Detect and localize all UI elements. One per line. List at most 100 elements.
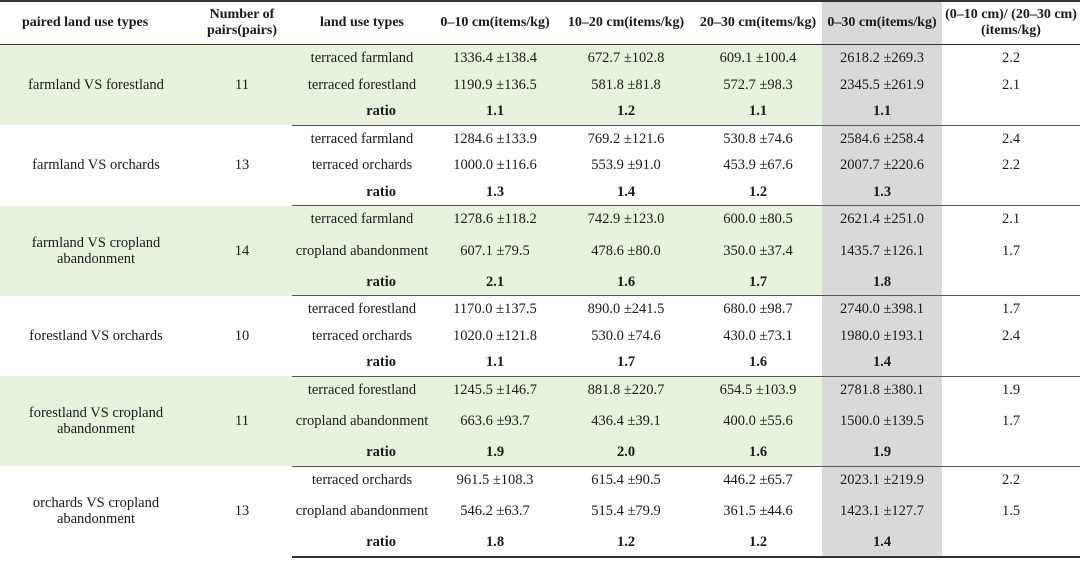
- value-0-30: 1500.0 ±139.5: [822, 403, 942, 439]
- table-row: farmland VS orchards 13 terraced farmland 1…: [0, 125, 1080, 173]
- land-use-type: terraced forestland: [292, 71, 432, 98]
- value-0-10: 546.2 ±63.7: [460, 503, 530, 519]
- group-pairs: 13: [234, 157, 250, 174]
- value-ratio-col: 1.7: [1001, 301, 1021, 318]
- ratio-0-30: 1.9: [822, 439, 942, 467]
- table-row: forestland VS orchards 10 terraced forestl…: [0, 295, 1080, 344]
- value-0-10: 1000.0 ±116.6: [453, 157, 537, 174]
- value-20-30: 400.0 ±55.6: [694, 403, 822, 439]
- ratio-row: ratio 1.9 2.0 1.6 1.9: [0, 439, 1080, 467]
- ratio-10-20: 1.7: [558, 349, 694, 377]
- ratio-0-30: 1.3: [822, 178, 942, 206]
- ratio-10-20: 1.6: [558, 268, 694, 296]
- value-10-20: 769.2 ±121.6: [587, 130, 665, 147]
- ratio-20-30: 1.2: [694, 178, 822, 206]
- ratio-row: ratio 1.3 1.4 1.2 1.3: [0, 178, 1080, 206]
- value-10-20: 672.7 ±102.8: [558, 44, 694, 72]
- microplastic-table: paired land use types Number of pairs(pa…: [0, 0, 1080, 558]
- land-use-type: terraced farmland: [292, 205, 432, 233]
- value-10-20: 515.4 ±79.9: [591, 503, 661, 519]
- ratio-0-30: 1.4: [822, 529, 942, 558]
- ratio-0-10: 1.9: [432, 439, 558, 467]
- value-20-30: 446.2 ±65.7: [723, 471, 793, 488]
- land-use-type: terraced forestland: [292, 376, 432, 403]
- ratio-0-10: 2.1: [432, 268, 558, 296]
- ratio-empty: [942, 349, 1080, 377]
- value-10-20: 881.8 ±220.7: [558, 376, 694, 403]
- value-ratio-col: 1.7: [1001, 413, 1021, 429]
- value-20-30: 361.5 ±44.6: [723, 503, 793, 519]
- ratio-label: ratio: [292, 178, 432, 206]
- value-20-30: 654.5 ±103.9: [694, 376, 822, 403]
- land-use-type: terraced orchards: [311, 471, 413, 488]
- value-0-10: 1278.6 ±118.2: [432, 205, 558, 233]
- group-pairs: 13: [234, 503, 250, 520]
- ratio-10-20: 1.4: [558, 178, 694, 206]
- ratio-0-30: 1.4: [822, 349, 942, 377]
- value-0-30: 1423.1 ±127.7: [822, 493, 942, 529]
- value-ratio-col: 2.1: [1001, 211, 1021, 228]
- ratio-0-10: 1.1: [432, 349, 558, 377]
- header-ratio-col: (0–10 cm)/ (20–30 cm) (items/kg): [942, 0, 1080, 45]
- value-20-30: 600.0 ±80.5: [694, 205, 822, 233]
- group-label: farmland VS cropland abandonment: [0, 205, 192, 296]
- group-pairs: 14: [192, 205, 292, 296]
- value-ratio-col: 2.4: [1001, 130, 1021, 147]
- land-use-type: terraced orchards: [311, 157, 413, 174]
- ratio-row: ratio 1.1 1.7 1.6 1.4: [0, 349, 1080, 377]
- land-use-type: terraced forestland: [307, 301, 417, 318]
- value-0-30: 2781.8 ±380.1: [822, 376, 942, 403]
- table-row: terraced orchards 1020.0 ±121.8 530.0 ±74.…: [0, 322, 1080, 349]
- value-0-30: 2584.6 ±258.4: [822, 125, 942, 152]
- value-10-20: 890.0 ±241.5: [587, 301, 665, 318]
- ratio-label: ratio: [292, 529, 432, 558]
- header-20-30: 20–30 cm(items/kg): [694, 0, 822, 45]
- ratio-10-20: 1.2: [558, 98, 694, 126]
- value-0-10: 1190.9 ±136.5: [432, 71, 558, 98]
- value-0-30: 2740.0 ±398.1: [822, 295, 942, 323]
- value-20-30: 572.7 ±98.3: [694, 71, 822, 98]
- value-0-10: 607.1 ±79.5: [432, 232, 558, 269]
- ratio-empty: [942, 178, 1080, 206]
- ratio-label: ratio: [292, 439, 432, 467]
- value-10-20: 581.8 ±81.8: [558, 71, 694, 98]
- ratio-row: ratio 2.1 1.6 1.7 1.8: [0, 268, 1080, 296]
- ratio-0-30: 1.8: [822, 268, 942, 296]
- value-ratio-col: 2.4: [1001, 327, 1021, 344]
- group-label: farmland VS orchards: [32, 157, 160, 174]
- value-0-30: 2618.2 ±269.3: [822, 44, 942, 72]
- value-20-30: 609.1 ±100.4: [694, 44, 822, 72]
- land-use-type: terraced orchards: [311, 327, 413, 344]
- group-label: forestland VS orchards: [29, 327, 163, 344]
- ratio-0-10: 1.1: [432, 98, 558, 126]
- header-0-10: 0–10 cm(items/kg): [432, 0, 558, 45]
- header-paired: paired land use types: [0, 0, 192, 45]
- header-number: Number of pairs(pairs): [192, 0, 292, 45]
- value-0-10: 663.6 ±93.7: [432, 403, 558, 439]
- ratio-10-20: 2.0: [558, 439, 694, 467]
- value-10-20: 742.9 ±123.0: [558, 205, 694, 233]
- value-0-30: 2023.1 ±219.9: [822, 466, 942, 493]
- value-ratio-col: 2.1: [1001, 76, 1021, 93]
- ratio-20-30: 1.7: [694, 268, 822, 296]
- land-use-type: terraced farmland: [292, 44, 432, 72]
- value-0-10: 1336.4 ±138.4: [432, 44, 558, 72]
- value-20-30: 350.0 ±37.4: [694, 232, 822, 269]
- ratio-empty: [942, 529, 1080, 558]
- ratio-row: ratio 1.1 1.2 1.1 1.1: [0, 98, 1080, 126]
- table-row: forestland VS cropland abandonment 11 terr…: [0, 376, 1080, 466]
- value-0-30: 2621.4 ±251.0: [822, 205, 942, 233]
- ratio-label: ratio: [292, 268, 432, 296]
- group-label: forestland VS cropland abandonment: [0, 376, 192, 466]
- ratio-10-20: 1.2: [558, 529, 694, 558]
- land-use-type: cropland abandonment: [295, 503, 429, 519]
- value-0-10: 1284.6 ±133.9: [452, 130, 538, 147]
- ratio-20-30: 1.1: [694, 98, 822, 126]
- ratio-label: ratio: [292, 98, 432, 126]
- land-use-type: terraced farmland: [310, 130, 414, 147]
- group-label: orchards VS cropland abandonment: [32, 495, 160, 528]
- table-row: cropland abandonment 663.6 ±93.7 436.4 ±39…: [0, 403, 1080, 439]
- land-use-type: cropland abandonment: [292, 403, 432, 439]
- value-0-10: 1170.0 ±137.5: [453, 301, 537, 318]
